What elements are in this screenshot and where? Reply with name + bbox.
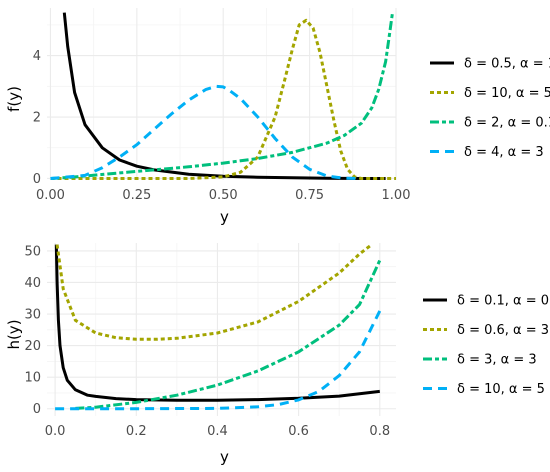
y-tick-label: 20 [24, 339, 41, 354]
legend-label-4: δ = 10, α = 5 [457, 382, 545, 397]
y-tick-label: 0 [33, 172, 41, 187]
x-tick-label: 0.2 [126, 424, 147, 439]
y-tick-label: 50 [24, 244, 41, 259]
chart-top: 0.00 0.25 0.50 0.75 1.00 0 2 4 y f(y) δ = 0.5, α =… [5, 8, 550, 226]
series-line-4 [50, 84, 362, 180]
x-tick-label: 0.75 [295, 188, 324, 203]
series-line-1 [54, 244, 380, 402]
x-tick-label: 1.00 [382, 188, 411, 203]
series-line-2 [55, 243, 373, 341]
legend-label-2: δ = 10, α = 5 [464, 86, 550, 101]
x-tick-label: 0.00 [36, 188, 65, 203]
x-tick-label: 0.50 [209, 188, 238, 203]
series-line-1 [62, 12, 386, 180]
legend-label-3: δ = 3, α = 3 [457, 353, 537, 368]
x-tick-label: 0.0 [45, 424, 66, 439]
x-axis-title: y [220, 208, 229, 226]
legend-label-4: δ = 4, α = 3 [464, 145, 544, 160]
y-tick-label: 4 [33, 49, 41, 64]
y-tick-label: 2 [33, 111, 41, 126]
legend-label-1: δ = 0.5, α = 1.1 [464, 57, 550, 72]
y-tick-label: 30 [24, 308, 41, 323]
x-tick-label: 0.4 [207, 424, 228, 439]
legend-label-1: δ = 0.1, α = 0.25 [457, 294, 550, 309]
x-tick-label: 0.8 [369, 424, 390, 439]
x-axis-title: y [220, 448, 229, 466]
y-axis-title: f(y) [5, 86, 23, 112]
legend-label-2: δ = 0.6, α = 3 [457, 323, 549, 338]
chart-bottom: 0.0 0.2 0.4 0.6 0.8 0 10 20 30 40 50 y h(y) δ = 0.1, … [5, 243, 550, 466]
y-tick-label: 40 [24, 276, 41, 291]
y-axis-title: h(y) [5, 319, 23, 349]
x-tick-label: 0.25 [122, 188, 151, 203]
legend-label-3: δ = 2, α = 0.1 [464, 116, 550, 131]
y-tick-label: 10 [24, 371, 41, 386]
series-line-2 [50, 18, 396, 180]
series-line-3 [75, 259, 382, 410]
series-line-3 [50, 12, 394, 180]
y-tick-label: 0 [33, 402, 41, 417]
x-tick-label: 0.6 [288, 424, 309, 439]
series-line-4 [55, 310, 382, 411]
